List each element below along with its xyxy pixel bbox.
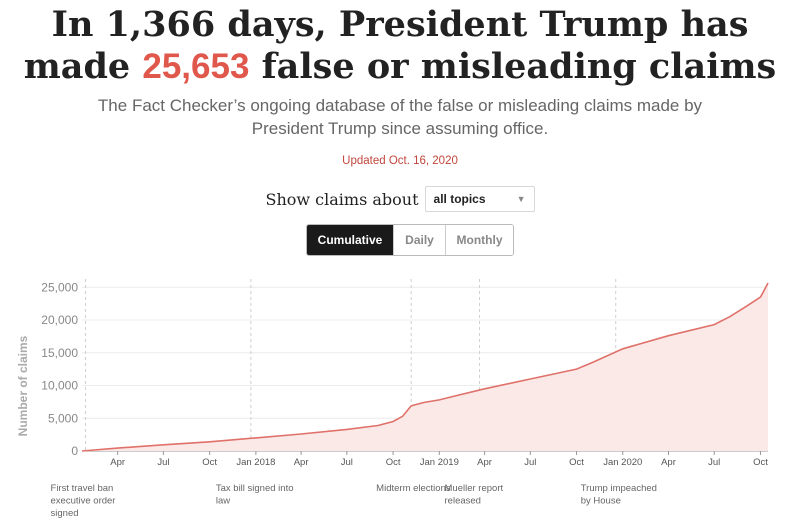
headline-suffix: false or misleading claims xyxy=(261,46,777,87)
x-tick-label: Jul xyxy=(708,457,720,468)
x-tick-label: Oct xyxy=(753,457,768,468)
annotation-label: law xyxy=(216,496,230,507)
updated-date: Updated Oct. 16, 2020 xyxy=(342,155,458,167)
claims-chart: 0 5,000 10,000 15,000 20,000 25,000 Apr Jul Oct… xyxy=(16,279,769,519)
annotation-label: First travel ban xyxy=(51,483,114,494)
x-tick-label: Oct xyxy=(202,457,217,468)
topic-select-value: all topics xyxy=(433,192,486,206)
view-toggle: Cumulative Daily Monthly xyxy=(306,224,514,256)
headline-claim-count: 25,653 xyxy=(142,47,250,86)
annotation-label: Tax bill signed into xyxy=(216,483,294,494)
x-tick-label: Jul xyxy=(341,457,353,468)
y-axis: 0 5,000 10,000 15,000 20,000 25,000 xyxy=(41,280,78,458)
x-tick-label: Apr xyxy=(477,457,492,468)
chevron-down-icon: ▼ xyxy=(516,194,526,204)
subheadline: The Fact Checker’s ongoing database of t… xyxy=(97,96,703,138)
monthly-button[interactable]: Monthly xyxy=(445,225,513,255)
y-axis-label: Number of claims xyxy=(16,335,30,436)
annotation-label: by House xyxy=(581,496,621,507)
x-tick-label: Jul xyxy=(157,457,169,468)
claims-area xyxy=(82,283,768,451)
x-tick-label: Apr xyxy=(294,457,309,468)
filter-label: Show claims about xyxy=(265,189,419,209)
annotation-label: Trump impeached xyxy=(581,483,657,494)
headline: In 1,366 days, President Trump has made … xyxy=(0,4,800,88)
y-tick-label: 10,000 xyxy=(41,379,78,393)
y-tick-label: 5,000 xyxy=(48,411,78,425)
y-tick-label: 15,000 xyxy=(41,346,78,360)
annotation-label: executive order xyxy=(51,496,116,507)
cumulative-button[interactable]: Cumulative xyxy=(307,225,393,255)
y-tick-label: 0 xyxy=(71,444,78,458)
headline-prefix: In 1,366 days, President Trump has made xyxy=(23,4,749,87)
x-tick-label: Jan 2020 xyxy=(603,457,642,468)
x-tick-label: Jan 2019 xyxy=(420,457,459,468)
x-tick-label: Oct xyxy=(386,457,401,468)
x-axis: Apr Jul Oct Jan 2018 Apr Jul Oct Jan 2019 Apr Jul… xyxy=(110,451,768,468)
x-tick-label: Jul xyxy=(524,457,536,468)
daily-button[interactable]: Daily xyxy=(393,225,445,255)
x-tick-label: Apr xyxy=(661,457,676,468)
x-tick-label: Jan 2018 xyxy=(236,457,275,468)
x-tick-label: Oct xyxy=(569,457,584,468)
topic-filter: Show claims about all topics ▼ xyxy=(0,185,800,213)
annotation-label: Mueller report xyxy=(445,483,504,494)
claims-line xyxy=(81,282,769,452)
annotation-label: released xyxy=(445,496,481,507)
y-tick-label: 25,000 xyxy=(41,280,78,294)
annotation-label: signed xyxy=(51,508,79,519)
y-tick-label: 20,000 xyxy=(41,313,78,327)
annotation-label: Midterm elections xyxy=(376,483,451,494)
x-tick-label: Apr xyxy=(110,457,125,468)
topic-select[interactable]: all topics ▼ xyxy=(424,186,535,212)
